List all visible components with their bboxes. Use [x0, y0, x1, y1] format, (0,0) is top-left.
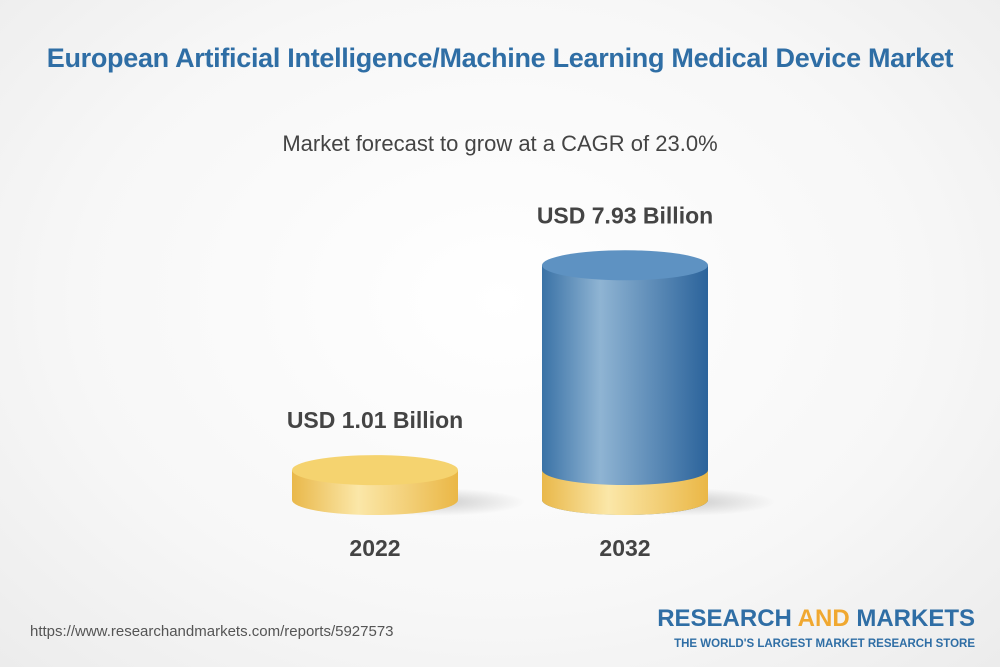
value-label: USD 1.01 Billion [287, 407, 463, 433]
brand: RESEARCH AND MARKETS [657, 605, 975, 632]
brand-part: MARKETS [856, 605, 975, 632]
cylinder-base [542, 470, 708, 515]
cylinder-body [542, 265, 708, 515]
tagline: THE WORLD'S LARGEST MARKET RESEARCH STOR… [674, 638, 975, 650]
chart-title: European Artificial Intelligence/Machine… [46, 43, 954, 73]
cylinder-top [292, 455, 458, 486]
chart-subtitle: Market forecast to grow at a CAGR of 23.… [282, 131, 718, 156]
x-tick-label: 2032 [599, 535, 650, 561]
cylinder-top [542, 250, 708, 281]
source-url: https://www.researchandmarkets.com/repor… [30, 623, 394, 640]
x-tick-label: 2022 [349, 535, 400, 561]
value-label: USD 7.93 Billion [537, 202, 713, 228]
brand-part: RESEARCH [657, 605, 792, 632]
brand-part: AND [798, 605, 850, 632]
